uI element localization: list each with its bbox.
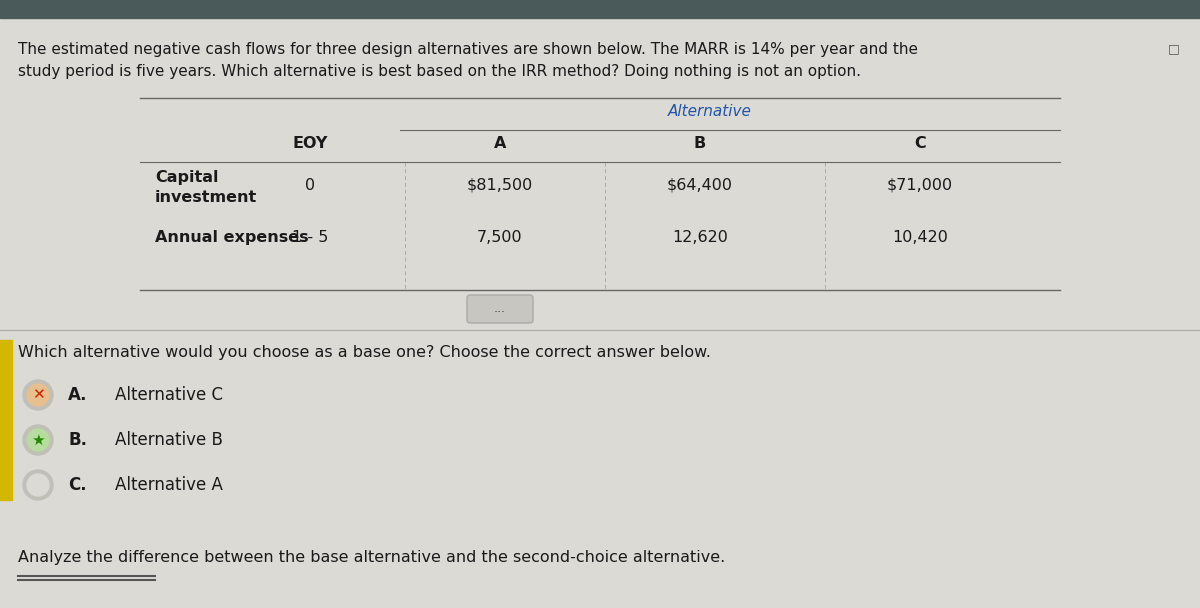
Text: C: C — [914, 136, 926, 151]
Circle shape — [23, 470, 53, 500]
Circle shape — [28, 474, 49, 496]
Text: A: A — [494, 136, 506, 151]
Text: Alternative B: Alternative B — [115, 431, 223, 449]
Text: ...: ... — [494, 303, 506, 316]
Text: ★: ★ — [31, 432, 44, 447]
Text: Analyze the difference between the base alternative and the second-choice altern: Analyze the difference between the base … — [18, 550, 725, 565]
Text: Alternative A: Alternative A — [115, 476, 223, 494]
Text: study period is five years. Which alternative is best based on the IRR method? D: study period is five years. Which altern… — [18, 64, 862, 79]
Circle shape — [28, 384, 49, 406]
Text: Which alternative would you choose as a base one? Choose the correct answer belo: Which alternative would you choose as a … — [18, 345, 710, 360]
Bar — [0, 340, 12, 500]
Text: $64,400: $64,400 — [667, 178, 733, 193]
Text: 1 - 5: 1 - 5 — [292, 230, 328, 245]
Text: 12,620: 12,620 — [672, 230, 728, 245]
Text: C.: C. — [68, 476, 86, 494]
Circle shape — [23, 380, 53, 410]
Text: B: B — [694, 136, 706, 151]
Text: □: □ — [1168, 42, 1180, 55]
Text: 10,420: 10,420 — [892, 230, 948, 245]
Text: EOY: EOY — [293, 136, 328, 151]
Text: Alternative: Alternative — [668, 104, 752, 119]
Text: $81,500: $81,500 — [467, 178, 533, 193]
Circle shape — [23, 425, 53, 455]
Text: B.: B. — [68, 431, 88, 449]
Text: Annual expenses: Annual expenses — [155, 230, 308, 245]
Text: investment: investment — [155, 190, 257, 205]
Bar — [0, 0, 1200, 18]
Text: Alternative C: Alternative C — [115, 386, 223, 404]
FancyBboxPatch shape — [467, 295, 533, 323]
Text: A.: A. — [68, 386, 88, 404]
Text: 0: 0 — [305, 178, 316, 193]
Text: $71,000: $71,000 — [887, 178, 953, 193]
Text: 7,500: 7,500 — [478, 230, 523, 245]
Text: The estimated negative cash flows for three design alternatives are shown below.: The estimated negative cash flows for th… — [18, 42, 918, 57]
Text: Capital: Capital — [155, 170, 218, 185]
Circle shape — [28, 429, 49, 451]
Text: ✕: ✕ — [31, 387, 44, 402]
